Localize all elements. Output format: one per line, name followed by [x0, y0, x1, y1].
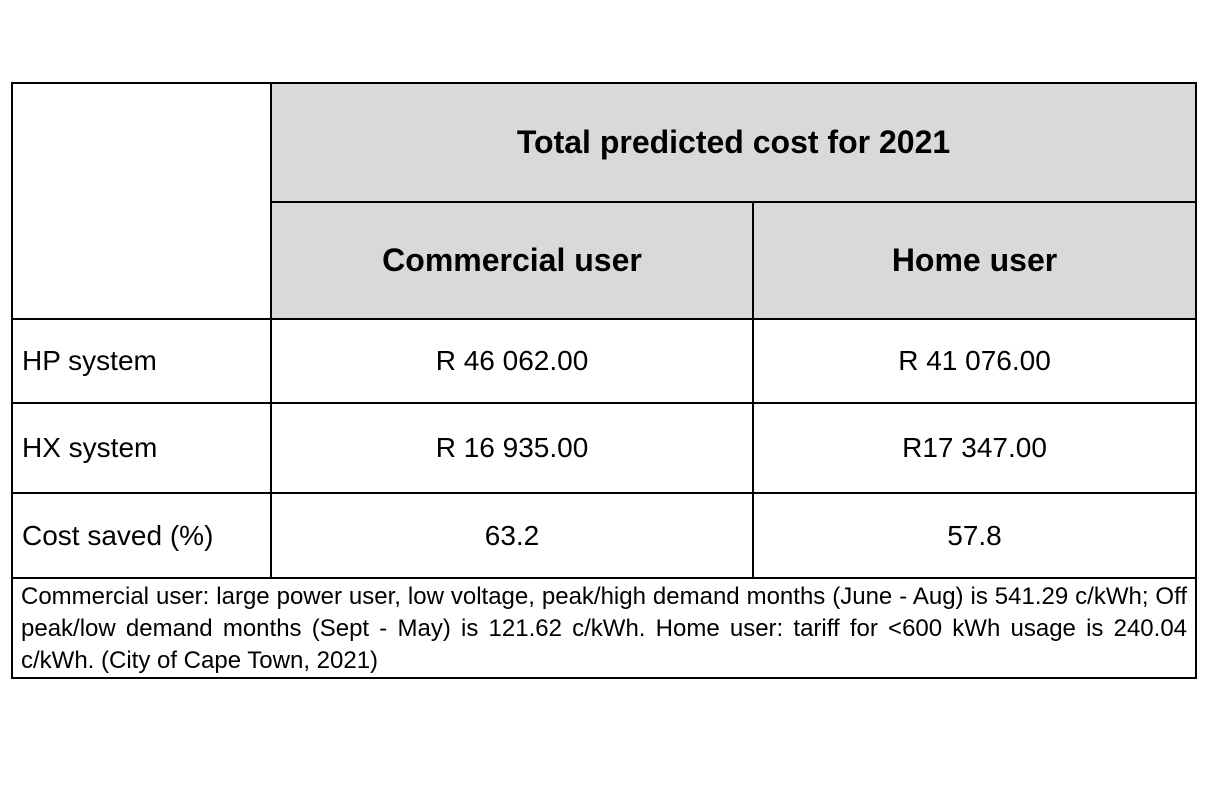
- row-label-hx-system: HX system: [11, 402, 272, 494]
- table-title-row: Total predicted cost for 2021: [11, 82, 1198, 320]
- column-header-home-user: Home user: [751, 201, 1198, 320]
- predicted-cost-table: Total predicted cost for 2021 Commercial…: [10, 82, 1198, 679]
- cell-cost-saved-home: 57.8: [751, 492, 1198, 579]
- cell-hx-commercial: R 16 935.00: [270, 402, 754, 494]
- cell-hx-home: R17 347.00: [751, 402, 1198, 494]
- table-footnote: Commercial user: large power user, low v…: [10, 577, 1198, 679]
- table-row-hp-system: HP system R 46 062.00 R 41 076.00: [11, 318, 1198, 404]
- footnote-row: Commercial user: large power user, low v…: [10, 577, 1198, 679]
- row-label-cost-saved: Cost saved (%): [11, 492, 272, 579]
- table-row-cost-saved: Cost saved (%) 63.2 57.8: [11, 492, 1198, 579]
- cell-hp-commercial: R 46 062.00: [270, 318, 754, 404]
- corner-spacer-cell: [11, 82, 272, 320]
- column-header-commercial-user: Commercial user: [270, 201, 754, 320]
- table-row-hx-system: HX system R 16 935.00 R17 347.00: [11, 402, 1198, 494]
- column-header-row: Commercial user Home user: [12, 201, 1198, 320]
- row-label-hp-system: HP system: [11, 318, 272, 404]
- cell-cost-saved-commercial: 63.2: [270, 492, 754, 579]
- cell-hp-home: R 41 076.00: [751, 318, 1198, 404]
- table-title: Total predicted cost for 2021: [269, 82, 1198, 203]
